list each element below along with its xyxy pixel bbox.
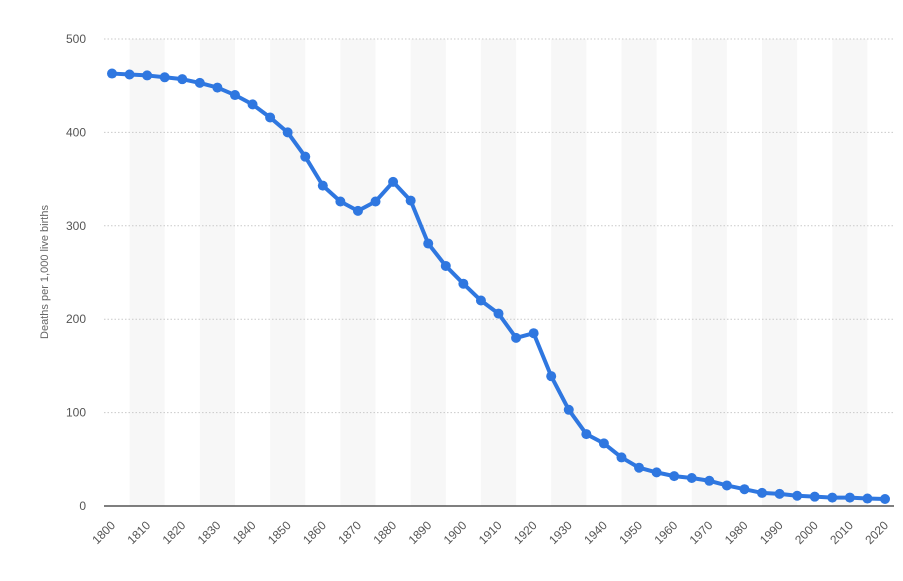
y-axis-ticks: 0 100 200 300 400 500	[66, 32, 86, 513]
data-point	[809, 491, 820, 502]
x-tick-label: 1820	[160, 518, 189, 547]
background-band	[340, 39, 376, 506]
background-band	[691, 39, 727, 506]
data-point	[774, 488, 785, 499]
background-band	[410, 39, 446, 506]
background-band	[129, 39, 165, 506]
data-point	[107, 68, 117, 79]
y-tick-label: 500	[66, 32, 86, 46]
data-point	[352, 205, 363, 216]
x-tick-label: 2000	[792, 518, 821, 547]
x-tick-label: 1980	[722, 518, 751, 547]
data-point	[581, 429, 592, 440]
x-tick-label: 1990	[757, 518, 786, 547]
y-tick-label: 200	[66, 312, 86, 326]
data-point	[880, 493, 890, 504]
data-point	[844, 492, 855, 503]
x-tick-label: 1910	[476, 518, 505, 547]
x-tick-label: 1830	[195, 518, 224, 547]
data-point	[458, 278, 469, 289]
background-band	[551, 39, 587, 506]
data-point	[634, 462, 645, 473]
data-point	[686, 472, 697, 483]
data-point	[546, 371, 557, 382]
background-band	[270, 39, 306, 506]
background-band	[832, 39, 868, 506]
data-point	[124, 69, 135, 80]
data-points	[107, 68, 890, 504]
x-tick-label: 2010	[827, 518, 856, 547]
data-point	[282, 127, 293, 138]
x-axis-ticks: 1800 1810 1820 1830 1840 1850 1860 1870 1880 1890…	[89, 518, 891, 547]
y-axis-label: Deaths per 1,000 live births	[39, 205, 51, 339]
x-tick-label: 1930	[546, 518, 575, 547]
x-tick-label: 1840	[230, 518, 259, 547]
data-point	[247, 99, 258, 110]
x-tick-label: 1900	[441, 518, 470, 547]
data-point	[493, 308, 504, 319]
data-point	[739, 484, 750, 495]
x-tick-label: 1880	[370, 518, 399, 547]
data-point	[265, 112, 276, 123]
y-tick-label: 100	[66, 406, 86, 420]
data-point	[862, 493, 873, 504]
data-point	[757, 487, 768, 498]
data-point	[511, 332, 522, 343]
data-point	[177, 74, 188, 85]
data-point	[388, 176, 399, 187]
x-tick-label: 1810	[124, 518, 153, 547]
data-point	[721, 480, 732, 491]
y-tick-label: 0	[79, 499, 86, 513]
data-point	[229, 90, 240, 101]
data-point	[142, 70, 153, 81]
x-tick-label: 2020	[862, 518, 891, 547]
data-point	[704, 475, 715, 486]
data-point	[300, 151, 311, 162]
x-tick-label: 1940	[581, 518, 610, 547]
x-tick-label: 1960	[652, 518, 681, 547]
x-tick-label: 1920	[511, 518, 540, 547]
x-tick-label: 1850	[265, 518, 294, 547]
data-point	[405, 195, 416, 206]
data-point	[317, 180, 328, 191]
data-point	[827, 492, 838, 503]
gridlines	[104, 38, 894, 507]
background-band	[762, 39, 798, 506]
data-point	[212, 82, 223, 93]
x-tick-label: 1890	[406, 518, 435, 547]
data-point	[651, 467, 662, 478]
background-band	[480, 39, 517, 506]
data-point	[792, 490, 803, 501]
data-point	[475, 295, 486, 306]
data-point	[423, 238, 434, 249]
data-point	[616, 452, 627, 463]
data-point	[563, 404, 574, 415]
data-point	[159, 72, 170, 83]
x-tick-label: 1970	[687, 518, 716, 547]
y-tick-label: 300	[66, 219, 86, 233]
x-tick-label: 1860	[300, 518, 329, 547]
x-tick-label: 1950	[616, 518, 645, 547]
y-tick-label: 400	[66, 125, 86, 139]
data-point	[194, 77, 205, 88]
x-tick-label: 1800	[89, 518, 118, 547]
data-point	[528, 328, 539, 339]
data-point	[669, 471, 680, 482]
background-band	[621, 39, 657, 506]
data-point	[370, 196, 381, 207]
data-point	[598, 438, 609, 449]
x-tick-label: 1870	[335, 518, 364, 547]
data-point	[440, 260, 451, 271]
data-point	[335, 196, 346, 207]
background-band	[199, 39, 235, 506]
background-bands	[129, 39, 868, 506]
